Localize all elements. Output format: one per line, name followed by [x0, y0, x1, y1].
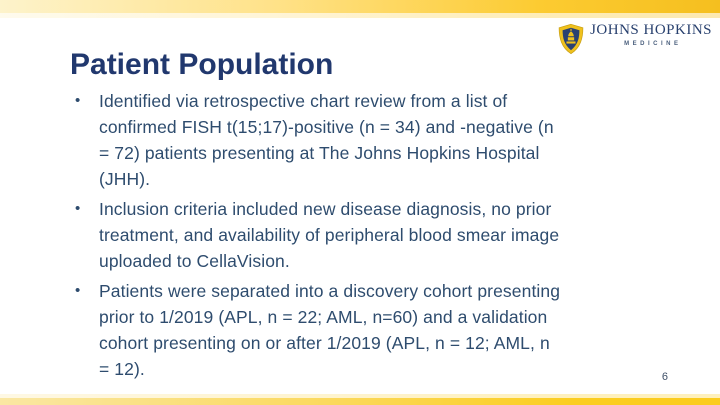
- bullet-marker: •: [75, 200, 81, 217]
- bullet-marker: •: [75, 282, 81, 299]
- bullet-text: Identified via retrospective chart revie…: [99, 91, 554, 189]
- bullet-item: • Identified via retrospective chart rev…: [75, 88, 680, 192]
- bullet-marker: •: [75, 92, 81, 109]
- bullet-item: • Patients were separated into a discove…: [75, 278, 680, 382]
- page-title: Patient Population: [70, 48, 334, 82]
- bottom-accent-bar-fade: [0, 394, 720, 398]
- bullet-text: Patients were separated into a discovery…: [99, 281, 561, 379]
- bullet-item: • Inclusion criteria included new diseas…: [75, 196, 680, 274]
- top-accent-bar: [0, 0, 720, 13]
- bottom-accent-bar: [0, 398, 720, 405]
- logo-wordmark: JOHNS HOPKINS: [590, 22, 712, 38]
- page-number: 6: [661, 371, 668, 383]
- top-accent-bar-fade: [0, 13, 720, 18]
- johns-hopkins-medicine-logo: JOHNS HOPKINS MEDICINE: [557, 22, 712, 55]
- logo-text-block: JOHNS HOPKINS MEDICINE: [590, 22, 712, 47]
- jhm-shield-icon: [558, 23, 584, 55]
- bullet-list: • Identified via retrospective chart rev…: [75, 88, 680, 386]
- logo-subtitle: MEDICINE: [624, 41, 682, 47]
- bullet-text: Inclusion criteria included new disease …: [99, 199, 560, 271]
